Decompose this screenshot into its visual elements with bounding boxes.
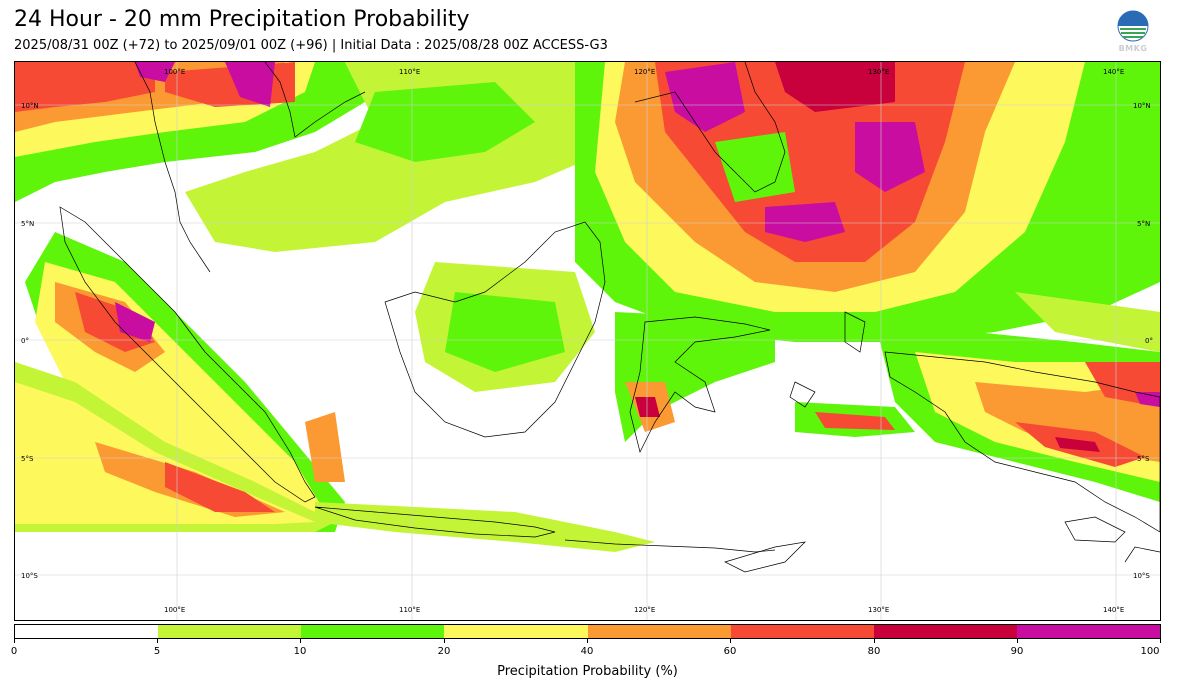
colorbar-bin-5-10 [158,625,302,638]
colorbar-bin-40-60 [587,625,731,638]
bmkg-logo-icon [1117,10,1149,42]
lat-label-left-10s: 10°S [21,572,38,580]
map-subtitle: 2025/08/31 00Z (+72) to 2025/09/01 00Z (… [14,38,608,53]
colorbar-tick [300,639,301,643]
colorbar-tick [730,639,731,643]
lon-label-bottom-120: 120°E [634,606,655,614]
lon-label-top-110: 110°E [399,68,420,76]
colorbar-tick [14,639,15,643]
lat-label-right-5s: 5°S [1137,455,1150,463]
lat-label-left-5n: 5°N [21,220,34,228]
bmkg-logo-text: BMKG [1118,44,1148,53]
colorbar-tick [1017,639,1018,643]
lon-label-bottom-140: 140°E [1103,606,1124,614]
colorbar-label-10: 10 [293,646,307,657]
colorbar-bin-10-20 [301,625,445,638]
precipitation-map: 100°E 110°E 120°E 130°E 140°E 100°E 110°… [14,61,1161,621]
coastlines [59,62,1160,573]
lon-label-top-120: 120°E [634,68,655,76]
lon-label-top-100: 100°E [164,68,185,76]
colorbar-label-0: 0 [10,646,18,657]
colorbar [14,624,1161,639]
lat-label-right-5n: 5°N [1137,220,1150,228]
colorbar-label-40: 40 [580,646,594,657]
lat-label-left-5s: 5°S [21,455,34,463]
lon-label-bottom-100: 100°E [164,606,185,614]
lat-label-left-10n: 10°N [21,102,39,110]
colorbar-bin-80-90 [873,625,1017,638]
colorbar-label-5: 5 [153,646,161,657]
lon-labels-bottom: 100°E 110°E 120°E 130°E 140°E [164,606,1124,614]
colorbar-label-60: 60 [723,646,737,657]
lon-label-bottom-110: 110°E [399,606,420,614]
lat-labels-right: 10°N 5°N 0° 5°S 10°S [1133,102,1153,580]
colorbar-tick [1160,639,1161,643]
colorbar-label-100: 100 [1140,646,1160,657]
lat-labels-left: 10°N 5°N 0° 5°S 10°S [21,102,39,580]
colorbar-label-20: 20 [437,646,451,657]
colorbar-label-90: 90 [1010,646,1024,657]
lat-label-right-10n: 10°N [1133,102,1151,110]
colorbar-tick [444,639,445,643]
lat-label-left-0: 0° [21,337,29,345]
lon-label-top-140: 140°E [1103,68,1124,76]
colorbar-bin-60-80 [730,625,874,638]
colorbar-bin-0-5 [15,625,159,638]
lon-labels-top: 100°E 110°E 120°E 130°E 140°E [164,68,1124,76]
colorbar-title: Precipitation Probability (%) [497,664,678,679]
map-canvas: 100°E 110°E 120°E 130°E 140°E 100°E 110°… [15,62,1160,620]
colorbar-tick [587,639,588,643]
map-title: 24 Hour - 20 mm Precipitation Probabilit… [14,7,470,32]
colorbar-bin-90-100 [1016,625,1160,638]
colorbar-tick [874,639,875,643]
lat-label-right-10s: 10°S [1133,572,1150,580]
lat-label-right-0: 0° [1145,337,1153,345]
lon-label-top-130: 130°E [868,68,889,76]
colorbar-tick [157,639,158,643]
map-gridlines [15,62,1160,620]
colorbar-bin-20-40 [444,625,588,638]
colorbar-label-80: 80 [867,646,881,657]
precipitation-shading [15,62,1160,552]
lon-label-bottom-130: 130°E [868,606,889,614]
